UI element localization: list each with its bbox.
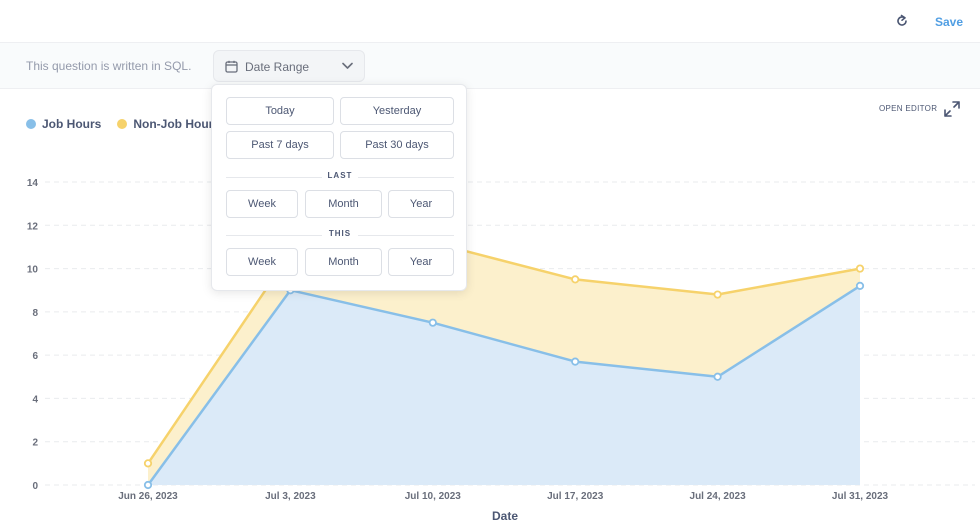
date-range-popover: Today Yesterday Past 7 days Past 30 days… xyxy=(211,84,467,291)
x-axis-label: Date xyxy=(492,509,518,523)
last-week-button[interactable]: Week xyxy=(226,190,298,218)
save-button[interactable]: Save xyxy=(935,15,964,29)
point-job-hours[interactable] xyxy=(855,281,865,290)
x-tick-label: Jun 26, 2023 xyxy=(118,491,178,502)
sql-note: This question is written in SQL. xyxy=(26,59,192,73)
y-tick-label: 6 xyxy=(32,351,38,362)
point-job-hours[interactable] xyxy=(143,480,153,490)
x-tick-label: Jul 10, 2023 xyxy=(405,491,462,502)
y-tick-label: 12 xyxy=(27,221,39,232)
last-month-button[interactable]: Month xyxy=(305,190,382,218)
chevron-down-icon xyxy=(342,62,353,69)
y-tick-label: 4 xyxy=(32,394,38,405)
area-chart: 0 2 4 6 8 10 12 14 Jun 26, 2023 Jul 3, 2023 Jul 1… xyxy=(27,178,975,523)
point-job-hours[interactable] xyxy=(428,318,437,327)
y-tick-label: 14 xyxy=(27,178,39,189)
legend-label: Job Hours xyxy=(42,117,102,131)
point-non-job-hours[interactable] xyxy=(571,275,580,284)
y-tick-label: 2 xyxy=(32,438,38,449)
this-month-button[interactable]: Month xyxy=(305,248,382,276)
past-30-days-button[interactable]: Past 30 days xyxy=(340,131,454,159)
top-bar: Save xyxy=(0,0,980,43)
x-tick-label: Jul 17, 2023 xyxy=(547,491,604,502)
area-job-hours xyxy=(148,285,860,485)
date-range-label: Date Range xyxy=(245,60,310,74)
today-button[interactable]: Today xyxy=(226,97,334,125)
y-tick-label: 10 xyxy=(27,265,39,276)
point-non-job-hours[interactable] xyxy=(143,459,153,468)
point-job-hours[interactable] xyxy=(571,357,580,366)
expand-icon[interactable] xyxy=(944,101,960,117)
last-section-header: LAST xyxy=(226,171,454,183)
chart-legend: Job Hours Non-Job Hours xyxy=(26,116,236,132)
point-non-job-hours[interactable] xyxy=(713,290,722,299)
calendar-icon xyxy=(225,60,238,73)
x-tick-label: Jul 31, 2023 xyxy=(832,491,889,502)
yesterday-button[interactable]: Yesterday xyxy=(340,97,454,125)
x-tick-label: Jul 3, 2023 xyxy=(265,491,316,502)
this-year-button[interactable]: Year xyxy=(388,248,454,276)
this-week-button[interactable]: Week xyxy=(226,248,298,276)
date-range-filter[interactable]: Date Range xyxy=(213,50,365,82)
last-year-button[interactable]: Year xyxy=(388,190,454,218)
open-editor-button[interactable]: OPEN EDITOR xyxy=(879,104,938,113)
this-header-text: THIS xyxy=(328,229,352,238)
this-section-header: THIS xyxy=(226,229,454,241)
legend-dot xyxy=(117,119,128,129)
point-non-job-hours[interactable] xyxy=(855,264,865,273)
refresh-icon[interactable] xyxy=(893,12,911,30)
legend-item-non-job-hours[interactable]: Non-Job Hours xyxy=(117,117,220,131)
legend-dot xyxy=(26,119,36,129)
legend-label: Non-Job Hours xyxy=(133,117,221,131)
last-header-text: LAST xyxy=(327,171,353,180)
line-job-hours xyxy=(146,284,861,486)
x-tick-label: Jul 24, 2023 xyxy=(690,491,747,502)
sql-bar: This question is written in SQL. OPEN ED… xyxy=(0,43,980,117)
y-tick-label: 0 xyxy=(32,481,38,492)
legend-item-job-hours[interactable]: Job Hours xyxy=(26,117,101,131)
point-job-hours[interactable] xyxy=(713,372,722,381)
past-7-days-button[interactable]: Past 7 days xyxy=(226,131,334,159)
y-tick-label: 8 xyxy=(32,308,38,319)
